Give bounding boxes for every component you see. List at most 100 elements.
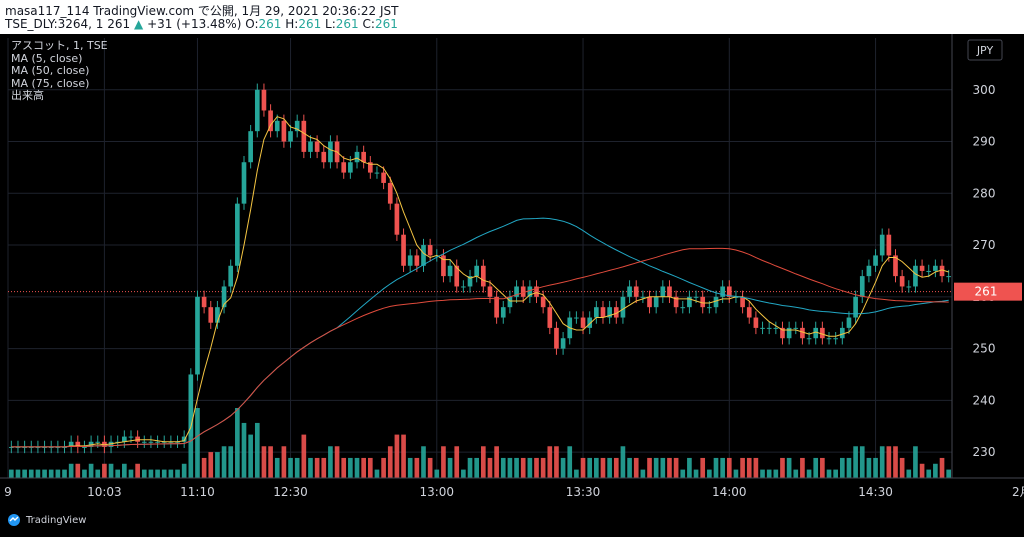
price-change: +31 (+13.48%) [147, 17, 242, 31]
volume-bar [500, 457, 506, 478]
x-tick-label: 13:30 [566, 485, 601, 499]
candle-body [188, 374, 194, 437]
volume-bar [22, 469, 27, 478]
time-axis[interactable] [0, 478, 1024, 510]
close-value: 261 [374, 17, 398, 31]
candle-body [75, 441, 81, 447]
legend: アスコット, 1, TSE MA (5, close) MA (50, clos… [11, 39, 108, 103]
candle-body [913, 265, 918, 287]
volume-bar [135, 463, 140, 478]
candle-body [554, 327, 559, 349]
candle-body [879, 234, 885, 256]
tradingview-logo[interactable]: TradingView [6, 514, 86, 526]
candle-body [8, 446, 14, 448]
volume-bar [115, 469, 121, 478]
moving-average-ma5 [11, 116, 949, 448]
candle-body [527, 286, 533, 297]
currency-label: JPY [976, 44, 994, 57]
candle-body [574, 317, 579, 319]
candle-body [201, 296, 207, 308]
candle-body [487, 286, 493, 297]
candle-body [580, 317, 586, 328]
candle-body [600, 307, 606, 318]
currency-box[interactable] [967, 39, 1003, 61]
candle-body [181, 436, 187, 442]
volume-bar [334, 446, 340, 478]
high-label: H: [285, 17, 299, 31]
x-tick-label: 11:10 [180, 485, 215, 499]
volume-bar [607, 457, 612, 478]
moving-average-ma75 [11, 247, 949, 448]
volume-bar [760, 469, 765, 478]
volume-bar [407, 457, 413, 478]
volume-bar [268, 446, 273, 478]
volume-bar [215, 452, 220, 478]
candle-body [308, 141, 313, 152]
volume-bar [567, 446, 573, 478]
volume-bar [82, 469, 87, 478]
volume-bar [793, 469, 799, 478]
candle-body [348, 162, 353, 173]
candle-body [42, 446, 47, 448]
volume-bar [75, 463, 81, 478]
volume-bar [873, 457, 878, 478]
volume-bar [102, 463, 107, 478]
volume-bar [667, 457, 672, 478]
candle-body [321, 151, 327, 163]
candle-body [221, 286, 227, 308]
volume-bar [926, 469, 932, 478]
x-tick-label: 12:30 [273, 485, 308, 499]
candle-body [540, 296, 546, 308]
candle-body [507, 296, 513, 308]
volume-bar [361, 457, 366, 478]
volume-bar [447, 457, 453, 478]
candle-body [328, 141, 333, 163]
volume-bar [879, 446, 885, 478]
volume-bar [128, 469, 134, 478]
ohlc-line: TSE_DLY:3264, 1 261 ▲ +31 (+13.48%) O:26… [5, 17, 398, 31]
volume-bar [261, 446, 267, 478]
tradingview-logo-icon [8, 514, 20, 526]
x-tick-label: 2月 [1012, 485, 1024, 499]
candle-body [594, 307, 599, 318]
candle-body [607, 307, 612, 318]
candle-body [62, 446, 67, 448]
volume-bar [633, 457, 639, 478]
candle-body [500, 307, 506, 318]
volume-bar [534, 457, 539, 478]
volume-bar [235, 408, 240, 478]
candle-body [427, 245, 433, 256]
candle-body [407, 255, 413, 266]
volume-bar [348, 457, 353, 478]
candle-body [208, 307, 214, 323]
candle-body [108, 441, 114, 447]
moving-average-ma50 [11, 217, 949, 448]
volume-bar [188, 408, 194, 478]
volume-bar [673, 457, 679, 478]
volume-bar [720, 457, 725, 478]
volume-bar [274, 457, 280, 478]
volume-bar [254, 422, 260, 478]
volume-bar [580, 457, 586, 478]
volume-bar [660, 457, 666, 478]
candle-body [740, 296, 745, 308]
candle-body [633, 286, 639, 297]
volume-bar [461, 469, 466, 478]
volume-bar [574, 469, 579, 478]
volume-bar [893, 446, 898, 478]
candle-body [793, 327, 799, 329]
candle-body [693, 296, 699, 298]
volume-bars [8, 408, 952, 478]
candle-body [613, 307, 619, 318]
candle-body [314, 141, 320, 152]
candle-body [354, 151, 360, 163]
candle-body [866, 265, 872, 277]
volume-bar [919, 463, 925, 478]
legend-ma50: MA (50, close) [11, 64, 90, 77]
volume-bar [35, 469, 41, 478]
candle-body [195, 296, 200, 375]
price-axis[interactable] [952, 34, 1024, 478]
volume-bar [733, 469, 739, 478]
volume-bar [228, 446, 234, 478]
